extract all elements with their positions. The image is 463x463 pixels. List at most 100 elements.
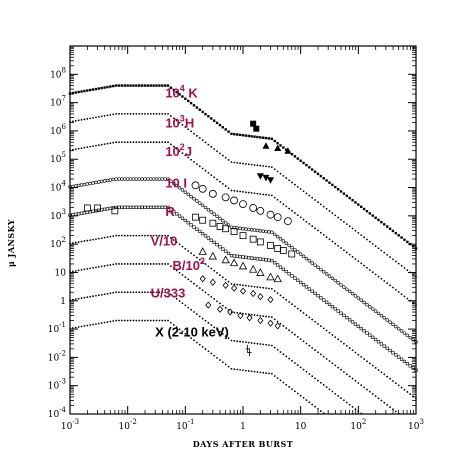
model-point: [184, 126, 187, 128]
model-point: [167, 141, 169, 144]
model-point: [345, 401, 348, 404]
model-point: [250, 135, 253, 138]
model-point: [192, 197, 196, 201]
model-point: [265, 193, 267, 196]
model-point: [282, 381, 285, 384]
model-point: [313, 170, 317, 173]
model-point: [250, 370, 253, 373]
model-point: [290, 245, 294, 250]
model-point: [334, 242, 337, 245]
model-point: [97, 266, 100, 268]
model-point: [100, 115, 103, 118]
model-point: [172, 117, 175, 120]
model-point: [121, 141, 123, 144]
model-point: [241, 134, 245, 137]
model-point: [198, 201, 202, 205]
model-point: [351, 227, 354, 230]
model-point: [112, 291, 115, 294]
band-labels: 104 K 103H 102J 10 I R V/10 B/102 U/333 X (2-10 …: [151, 84, 229, 340]
model-point: [405, 333, 410, 338]
model-point: [86, 296, 89, 299]
model-point: [109, 142, 112, 145]
model-point: [357, 382, 360, 384]
model-point: [394, 324, 398, 329]
model-point: [350, 320, 355, 324]
model-point: [230, 339, 233, 342]
model-point: [299, 394, 302, 397]
model-point: [371, 271, 374, 274]
model-point: [138, 141, 141, 144]
model-point: [123, 177, 127, 181]
y-tick-label: 103: [50, 208, 66, 222]
model-point: [247, 285, 250, 287]
model-point: [164, 319, 167, 322]
model-point: [86, 239, 89, 242]
model-point: [276, 170, 279, 173]
model-point: [236, 368, 239, 371]
model-point: [151, 177, 156, 181]
model-point: [190, 280, 193, 283]
band-label: X (2-10 keV): [155, 324, 229, 339]
model-point: [345, 344, 348, 347]
model-point: [265, 165, 267, 168]
obs-point: [221, 255, 230, 264]
model-point: [144, 291, 146, 294]
model-point: [362, 207, 366, 211]
model-point: [374, 366, 377, 369]
model-point: [108, 178, 113, 182]
model-point: [181, 95, 184, 98]
model-point: [155, 263, 158, 265]
model-point: [368, 212, 372, 215]
model-point: [175, 241, 178, 244]
model-point: [362, 300, 366, 305]
obs-point: [111, 207, 119, 215]
model-point: [348, 375, 351, 378]
model-point: [135, 263, 138, 265]
model-point: [152, 84, 155, 87]
model-point: [406, 391, 409, 393]
model-point: [374, 245, 377, 247]
obs-point: [274, 245, 282, 252]
obs-point: [284, 147, 292, 154]
model-point: [175, 147, 178, 150]
model-point: [359, 326, 363, 331]
model-point: [342, 192, 346, 195]
model-point: [152, 205, 156, 209]
obs-point: [83, 204, 91, 212]
model-point: [314, 320, 316, 323]
model-point: [227, 130, 230, 133]
obs-point: [256, 206, 265, 215]
model-point: [210, 295, 213, 298]
model-point: [132, 263, 135, 265]
model-point: [380, 277, 383, 280]
model-point: [181, 245, 184, 248]
model-point: [252, 228, 257, 232]
model-point: [216, 272, 218, 274]
model-point: [126, 291, 129, 294]
model-point: [411, 245, 415, 248]
model-point: [377, 218, 380, 222]
model-point: [264, 136, 268, 140]
model-point: [291, 388, 293, 391]
model-point: [158, 319, 161, 322]
model-point: [183, 190, 188, 194]
model-point: [284, 269, 288, 274]
obs-point: [267, 177, 275, 184]
model-point: [340, 368, 342, 371]
model-point: [298, 252, 303, 256]
model-point: [224, 249, 228, 253]
model-point: [236, 283, 239, 286]
model-point: [77, 326, 80, 328]
model-point: [71, 298, 74, 301]
model-point: [294, 183, 296, 186]
model-point: [221, 182, 224, 185]
model-point: [317, 379, 319, 382]
model-point: [402, 331, 407, 335]
model-point: [253, 314, 256, 316]
model-point: [350, 291, 355, 296]
model-point: [265, 343, 267, 346]
model-point: [400, 293, 403, 296]
model-point: [397, 234, 400, 237]
model-point: [299, 366, 302, 369]
model-point: [158, 291, 161, 294]
